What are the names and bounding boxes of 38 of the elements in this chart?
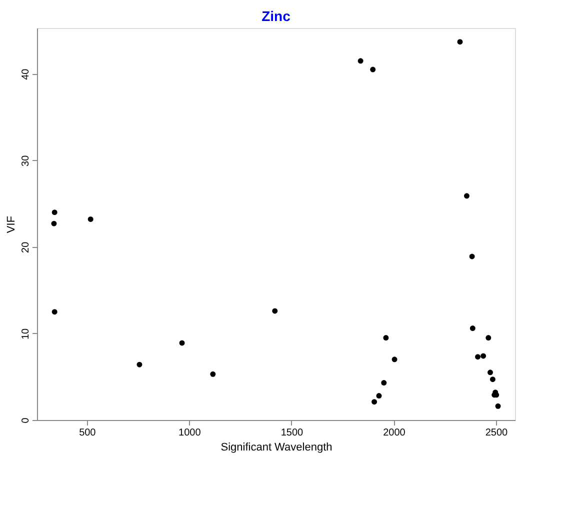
point xyxy=(210,371,216,377)
point xyxy=(470,326,476,332)
y-tick-label: 10 xyxy=(20,328,32,340)
point xyxy=(392,356,398,362)
point xyxy=(495,403,501,409)
point xyxy=(469,254,475,260)
point xyxy=(488,370,493,376)
point xyxy=(179,340,185,346)
point xyxy=(490,376,496,382)
point xyxy=(475,354,481,360)
x-axis-title: Significant Wavelength xyxy=(220,442,332,454)
point xyxy=(457,39,463,45)
point xyxy=(51,220,57,226)
y-tick-label: 0 xyxy=(20,417,32,424)
x-tick-label: 1500 xyxy=(280,428,304,438)
y-tick-label: 20 xyxy=(20,241,32,253)
point xyxy=(358,58,364,64)
y-tick-label: 40 xyxy=(20,68,32,80)
point xyxy=(272,308,278,314)
point xyxy=(480,353,486,359)
chart-title: Zinc xyxy=(262,8,291,24)
point xyxy=(136,362,142,368)
point xyxy=(52,309,58,315)
point xyxy=(52,210,58,216)
point xyxy=(88,216,94,222)
point xyxy=(383,335,389,341)
x-tick-label: 2000 xyxy=(383,428,406,438)
point xyxy=(486,335,492,341)
x-tick-label: 1000 xyxy=(178,428,202,438)
y-tick-label: 30 xyxy=(20,154,32,166)
point xyxy=(381,380,387,386)
point xyxy=(376,393,382,399)
x-tick-label: 2500 xyxy=(485,428,508,438)
point xyxy=(464,193,470,199)
x-tick-label: 500 xyxy=(79,428,96,438)
point xyxy=(370,66,376,72)
point xyxy=(372,399,378,405)
y-axis-title: VIF xyxy=(6,216,18,234)
